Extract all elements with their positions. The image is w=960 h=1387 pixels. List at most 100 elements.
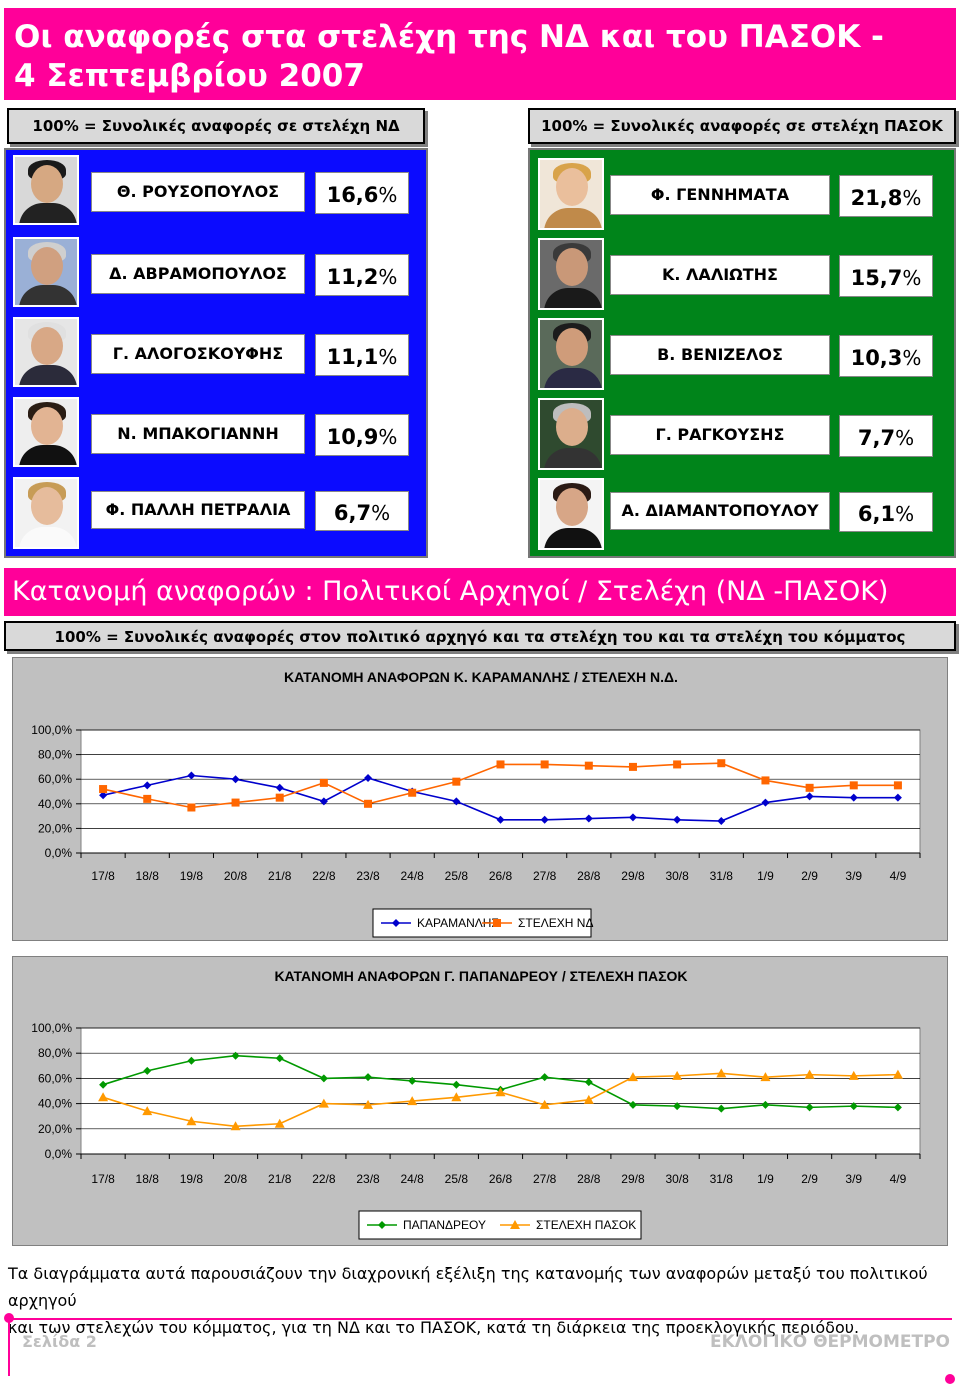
- percent-unit: %: [902, 266, 922, 290]
- data-point: [848, 1070, 859, 1080]
- page-number: Σελίδα 2: [22, 1332, 97, 1351]
- pasok-line-chart: ΚΑΤΑΝΟΜΗ ΑΝΑΦΟΡΩΝ Γ. ΠΑΠΑΝΔΡΕΟΥ / ΣΤΕΛΕΧ…: [12, 956, 948, 1246]
- x-tick-label: 31/8: [710, 1172, 734, 1186]
- x-tick-label: 25/8: [445, 869, 469, 883]
- x-tick-label: 2/9: [801, 869, 818, 883]
- data-point: [717, 759, 726, 768]
- percent-value: 7,7: [857, 426, 896, 450]
- data-point: [275, 1054, 284, 1063]
- y-tick-label: 100,0%: [31, 1021, 72, 1035]
- data-point: [761, 798, 770, 807]
- pasok-percent-2: 15,7%: [839, 255, 933, 297]
- x-tick-label: 26/8: [489, 869, 513, 883]
- chart-title: ΚΑΤΑΝΟΜΗ ΑΝΑΦΟΡΩΝ Κ. ΚΑΡΑΜΑΝΛΗΣ / ΣΤΕΛΕΧ…: [284, 669, 678, 685]
- data-point: [892, 1069, 903, 1079]
- pasok-percent-3: 10,3%: [839, 335, 933, 377]
- chart-svg: ΚΑΤΑΝΟΜΗ ΑΝΑΦΟΡΩΝ Κ. ΚΑΡΑΜΑΝΛΗΣ / ΣΤΕΛΕΧ…: [31, 669, 921, 938]
- data-point: [407, 1096, 418, 1106]
- data-point: [540, 760, 549, 769]
- data-point: [495, 1087, 506, 1097]
- x-tick-label: 29/8: [621, 869, 645, 883]
- brand-name: ΕΚΛΟΓΙΚΟ ΘΕΡΜΟΜΕΤΡΟ: [709, 1332, 950, 1352]
- x-tick-label: 27/8: [533, 869, 557, 883]
- data-point: [717, 1104, 726, 1113]
- x-tick-label: 18/8: [136, 869, 160, 883]
- percent-value: 10,3: [850, 346, 903, 370]
- legend-marker: [378, 1221, 386, 1229]
- y-tick-label: 60,0%: [38, 772, 72, 786]
- nd-name-5: Φ. ΠΑΛΛΗ ΠΕΤΡΑΛΙΑ: [91, 491, 305, 529]
- data-point: [231, 1051, 240, 1060]
- nd-percent-5: 6,7%: [315, 491, 409, 531]
- data-point: [716, 1068, 727, 1078]
- x-tick-label: 17/8: [91, 869, 115, 883]
- x-tick-label: 22/8: [312, 1172, 336, 1186]
- footer-dot-icon: [4, 1313, 14, 1323]
- data-point: [849, 793, 858, 802]
- x-tick-label: 20/8: [224, 869, 248, 883]
- pasok-name-5: Α. ΔΙΑΜΑΝΤΟΠΟΥΛΟΥ: [610, 492, 830, 530]
- nd-name-3: Γ. ΑΛΟΓΟΣΚΟΥΦΗΣ: [91, 334, 305, 374]
- section-subtitle: 100% = Συνολικές αναφορές στον πολιτικό …: [4, 621, 956, 651]
- data-point: [275, 793, 284, 802]
- footer-vertical-divider: [8, 1318, 10, 1376]
- page-title-line1: Οι αναφορές στα στελέχη της ΝΔ και του Π…: [14, 19, 884, 55]
- data-point: [187, 1056, 196, 1065]
- data-point: [804, 1069, 815, 1079]
- data-point: [231, 775, 240, 784]
- percent-unit: %: [895, 502, 915, 526]
- data-point: [805, 783, 814, 792]
- x-tick-label: 21/8: [268, 1172, 292, 1186]
- data-point: [849, 1102, 858, 1111]
- data-point: [408, 788, 417, 797]
- x-tick-label: 23/8: [356, 1172, 380, 1186]
- pasok-percent-5: 6,1%: [839, 492, 933, 532]
- percent-unit: %: [895, 426, 915, 450]
- caption-line2: και των στελεχών του κόμματος, για τη ΝΔ…: [8, 1318, 860, 1337]
- percent-value: 11,1: [326, 345, 379, 369]
- page-title-line2: 4 Σεπτεμβρίου 2007: [14, 58, 365, 94]
- percent-unit: %: [902, 186, 922, 210]
- portrait-photo: [538, 398, 604, 470]
- x-tick-label: 1/9: [757, 1172, 774, 1186]
- x-tick-label: 25/8: [445, 1172, 469, 1186]
- percent-unit: %: [902, 346, 922, 370]
- x-tick-label: 28/8: [577, 1172, 601, 1186]
- data-point: [717, 817, 726, 826]
- legend-label: ΚΑΡΑΜΑΝΛΗΣ: [417, 916, 499, 930]
- data-point: [99, 785, 108, 794]
- data-point: [187, 771, 196, 780]
- portrait-photo: [13, 237, 79, 307]
- data-point: [628, 762, 637, 771]
- data-point: [496, 815, 505, 824]
- nd-percent-2: 11,2%: [315, 254, 409, 296]
- data-point: [761, 1100, 770, 1109]
- data-point: [364, 799, 373, 808]
- nd-header: 100% = Συνολικές αναφορές σε στελέχη ΝΔ: [7, 108, 425, 144]
- y-tick-label: 20,0%: [38, 821, 72, 835]
- data-point: [363, 1099, 374, 1109]
- legend-box: [358, 1210, 642, 1240]
- legend-marker: [392, 919, 400, 927]
- percent-value: 15,7: [850, 266, 903, 290]
- footer-dot-icon: [945, 1374, 955, 1384]
- data-point: [496, 760, 505, 769]
- percent-value: 6,7: [333, 501, 372, 525]
- x-tick-label: 22/8: [312, 869, 336, 883]
- x-tick-label: 29/8: [621, 1172, 645, 1186]
- data-point: [628, 813, 637, 822]
- nd-percent-1: 16,6%: [315, 172, 409, 214]
- x-tick-label: 24/8: [401, 869, 425, 883]
- data-point: [893, 1103, 902, 1112]
- portrait-photo: [538, 318, 604, 390]
- data-point: [452, 797, 461, 806]
- legend-marker: [493, 919, 501, 927]
- data-point: [187, 803, 196, 812]
- nd-name-1: Θ. ΡΟΥΣΟΠΟΥΛΟΣ: [91, 172, 305, 212]
- data-point: [99, 791, 108, 800]
- percent-unit: %: [378, 183, 398, 207]
- chart-title: ΚΑΤΑΝΟΜΗ ΑΝΑΦΟΡΩΝ Γ. ΠΑΠΑΝΔΡΕΟΥ / ΣΤΕΛΕΧ…: [274, 968, 687, 984]
- x-tick-label: 30/8: [665, 869, 689, 883]
- data-point: [142, 1106, 153, 1116]
- x-tick-label: 31/8: [710, 869, 734, 883]
